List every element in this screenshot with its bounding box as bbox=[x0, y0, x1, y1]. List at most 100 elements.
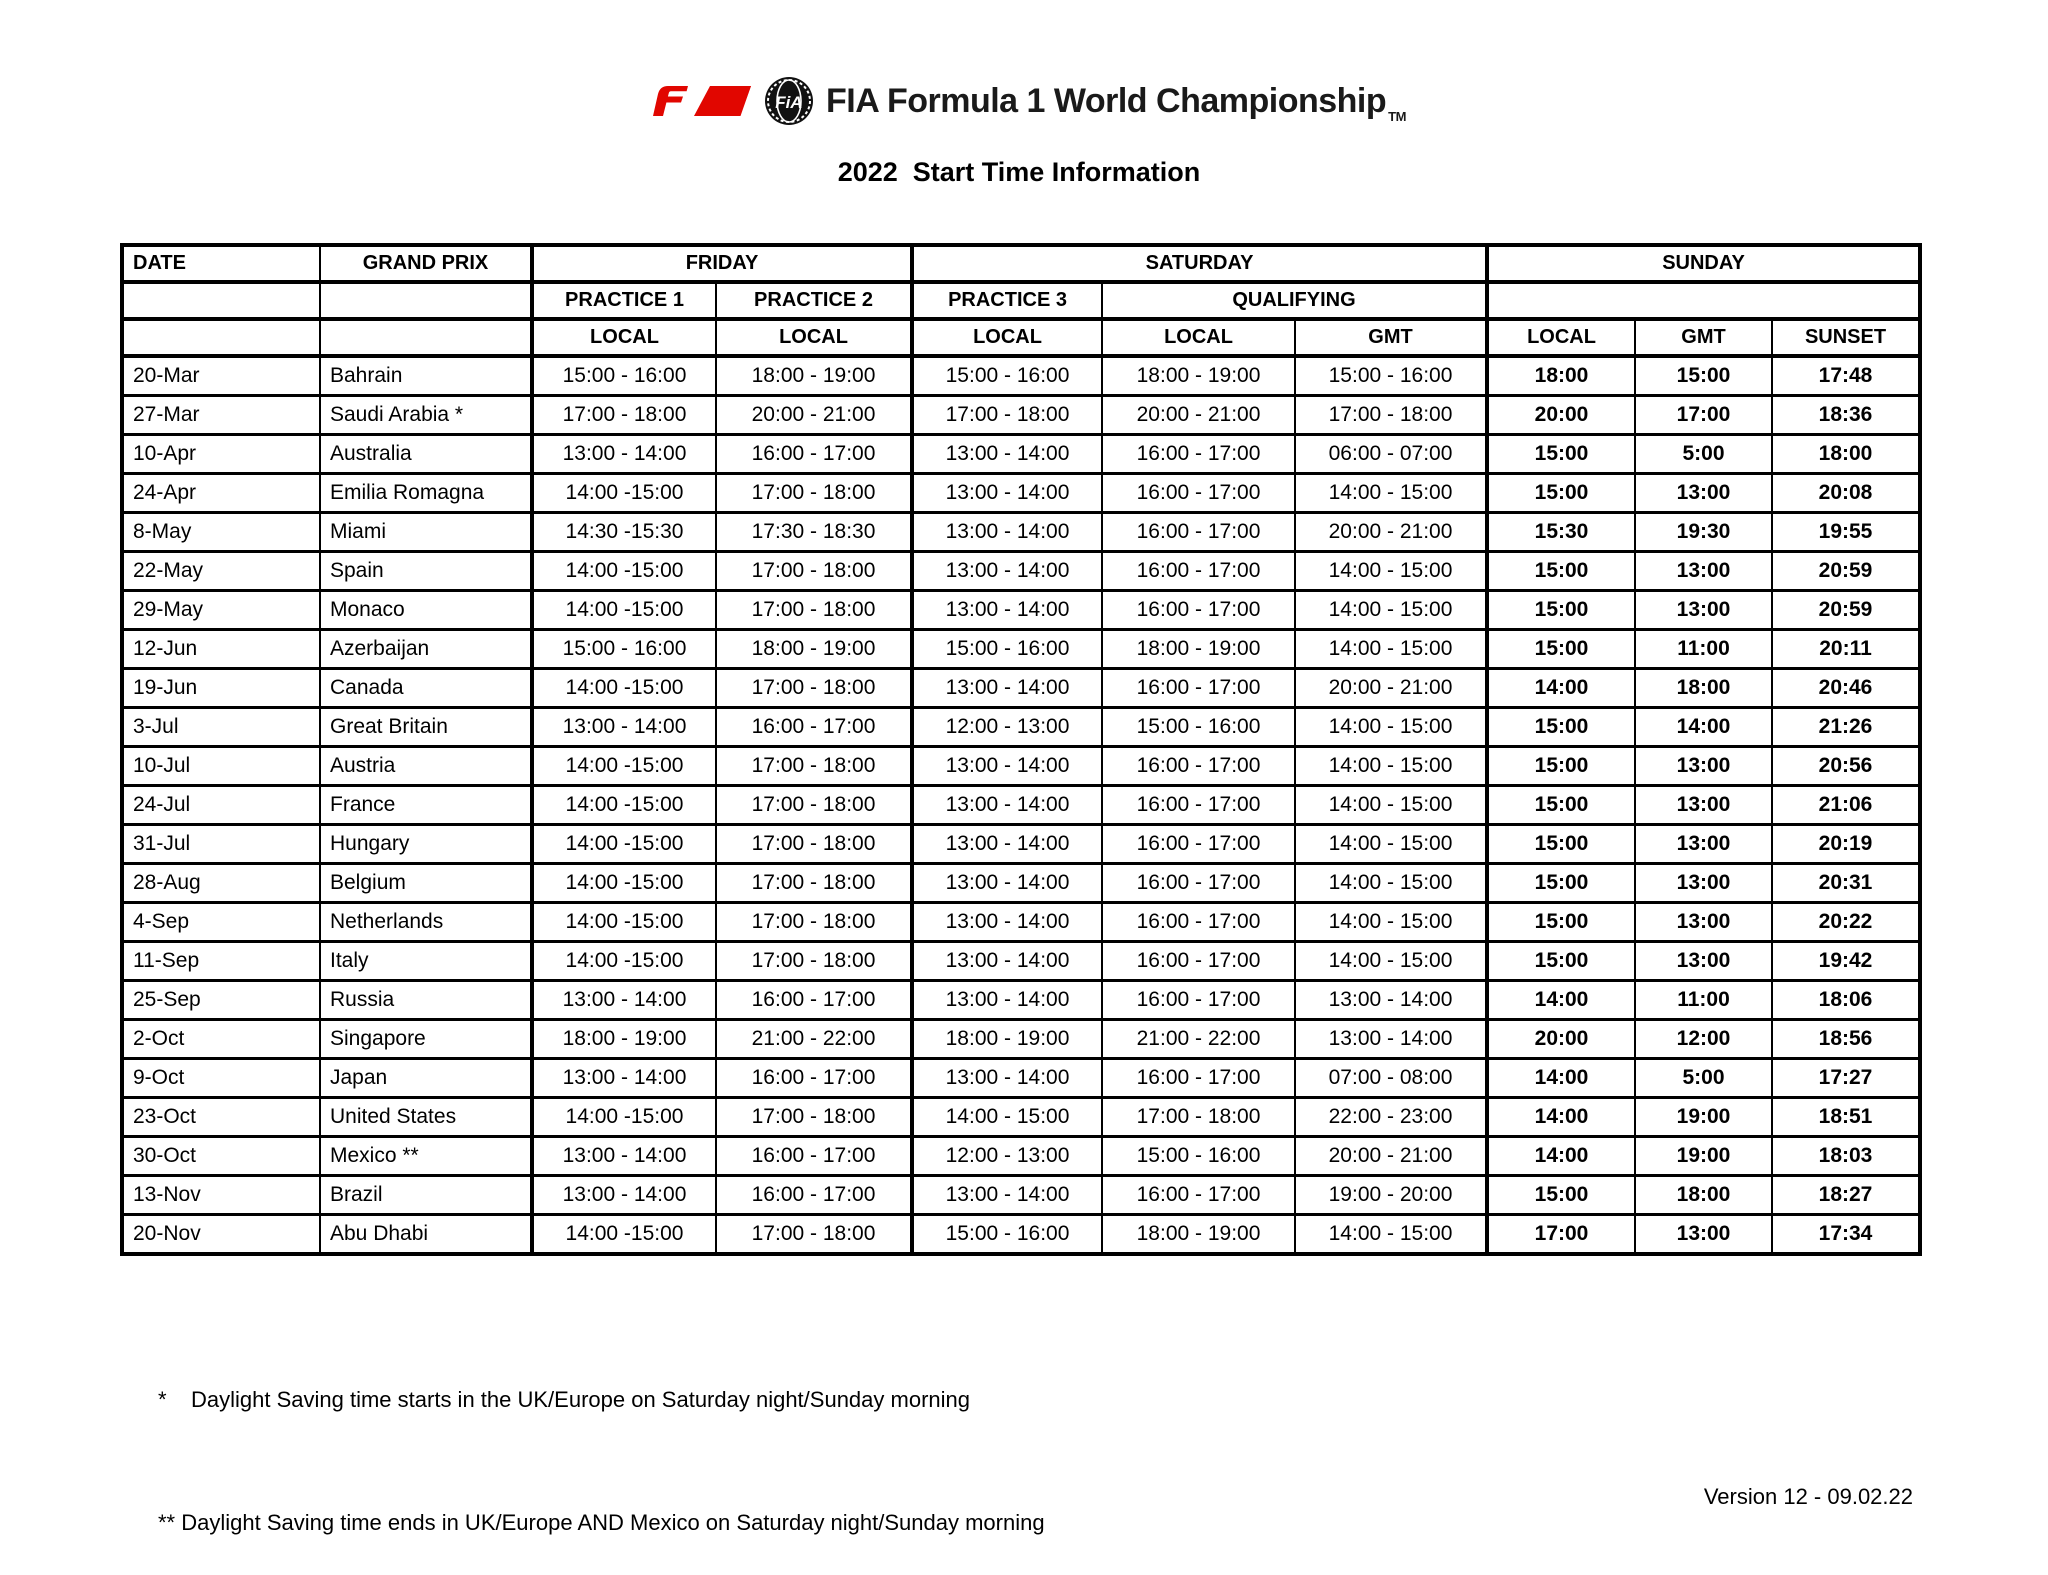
cell-race-gmt: 19:30 bbox=[1634, 511, 1774, 553]
cell-grand-prix: France bbox=[319, 784, 533, 826]
cell-p3-local: 13:00 - 14:00 bbox=[910, 589, 1104, 631]
cell-grand-prix: Great Britain bbox=[319, 706, 533, 748]
cell-p2-local: 17:00 - 18:00 bbox=[714, 589, 914, 631]
tz-header-quali-gmt: GMT bbox=[1294, 317, 1489, 358]
cell-p1-local: 14:00 -15:00 bbox=[530, 1213, 717, 1256]
cell-sunset: 21:26 bbox=[1771, 706, 1922, 748]
schedule-body: 20-Mar Bahrain 15:00 - 16:00 18:00 - 19:00 1… bbox=[121, 354, 1922, 1256]
cell-quali-gmt: 14:00 - 15:00 bbox=[1294, 940, 1489, 982]
cell-race-local: 15:00 bbox=[1485, 784, 1637, 826]
fia-emblem-text: FiA bbox=[775, 93, 802, 112]
page-title: 2022 Start Time Information bbox=[837, 157, 1201, 187]
cell-date: 19-Jun bbox=[121, 667, 321, 709]
cell-p1-local: 13:00 - 14:00 bbox=[530, 1057, 717, 1099]
cell-p3-local: 13:00 - 14:00 bbox=[910, 511, 1104, 553]
cell-date: 27-Mar bbox=[121, 394, 321, 436]
cell-quali-local: 16:00 - 17:00 bbox=[1101, 472, 1297, 514]
cell-quali-gmt: 14:00 - 15:00 bbox=[1294, 862, 1489, 904]
cell-quali-local: 15:00 - 16:00 bbox=[1101, 706, 1297, 748]
cell-grand-prix: Miami bbox=[319, 511, 533, 553]
cell-race-gmt: 18:00 bbox=[1634, 1174, 1774, 1216]
cell-sunset: 18:06 bbox=[1771, 979, 1922, 1021]
cell-quali-gmt: 14:00 - 15:00 bbox=[1294, 745, 1489, 787]
cell-p1-local: 14:00 -15:00 bbox=[530, 550, 717, 592]
cell-date: 30-Oct bbox=[121, 1135, 321, 1177]
table-row: 19-Jun Canada 14:00 -15:00 17:00 - 18:00 13:… bbox=[121, 667, 1922, 709]
cell-p2-local: 21:00 - 22:00 bbox=[714, 1018, 914, 1060]
cell-p3-local: 18:00 - 19:00 bbox=[910, 1018, 1104, 1060]
cell-race-gmt: 5:00 bbox=[1634, 433, 1774, 475]
cell-race-local: 15:00 bbox=[1485, 745, 1637, 787]
cell-quali-local: 16:00 - 17:00 bbox=[1101, 940, 1297, 982]
cell-grand-prix: Spain bbox=[319, 550, 533, 592]
cell-p3-local: 12:00 - 13:00 bbox=[910, 1135, 1104, 1177]
cell-grand-prix: Austria bbox=[319, 745, 533, 787]
cell-race-local: 18:00 bbox=[1485, 354, 1637, 397]
cell-p3-local: 14:00 - 15:00 bbox=[910, 1096, 1104, 1138]
cell-grand-prix: Abu Dhabi bbox=[319, 1213, 533, 1256]
cell-sunset: 19:42 bbox=[1771, 940, 1922, 982]
table-row: 13-Nov Brazil 13:00 - 14:00 16:00 - 17:00 13… bbox=[121, 1174, 1922, 1216]
cell-p1-local: 13:00 - 14:00 bbox=[530, 706, 717, 748]
cell-race-local: 15:00 bbox=[1485, 628, 1637, 670]
col-header-sunday: SUNDAY bbox=[1485, 243, 1922, 284]
cell-race-gmt: 14:00 bbox=[1634, 706, 1774, 748]
col-header-practice-2: PRACTICE 2 bbox=[714, 280, 914, 321]
cell-quali-gmt: 20:00 - 21:00 bbox=[1294, 511, 1489, 553]
cell-date: 25-Sep bbox=[121, 979, 321, 1021]
cell-race-gmt: 13:00 bbox=[1634, 550, 1774, 592]
cell-p1-local: 14:00 -15:00 bbox=[530, 823, 717, 865]
cell-quali-local: 16:00 - 17:00 bbox=[1101, 511, 1297, 553]
cell-quali-local: 16:00 - 17:00 bbox=[1101, 433, 1297, 475]
cell-date: 10-Jul bbox=[121, 745, 321, 787]
cell-p2-local: 17:00 - 18:00 bbox=[714, 1213, 914, 1256]
cell-p3-local: 13:00 - 14:00 bbox=[910, 784, 1104, 826]
cell-p2-local: 18:00 - 19:00 bbox=[714, 354, 914, 397]
cell-race-gmt: 13:00 bbox=[1634, 589, 1774, 631]
cell-p2-local: 16:00 - 17:00 bbox=[714, 1174, 914, 1216]
cell-p2-local: 17:00 - 18:00 bbox=[714, 745, 914, 787]
cell-grand-prix: Singapore bbox=[319, 1018, 533, 1060]
cell-grand-prix: Mexico ** bbox=[319, 1135, 533, 1177]
cell-p1-local: 13:00 - 14:00 bbox=[530, 1174, 717, 1216]
cell-grand-prix: Belgium bbox=[319, 862, 533, 904]
table-row: 28-Aug Belgium 14:00 -15:00 17:00 - 18:00 13… bbox=[121, 862, 1922, 904]
cell-p1-local: 14:00 -15:00 bbox=[530, 667, 717, 709]
cell-sunset: 20:59 bbox=[1771, 550, 1922, 592]
cell-p3-local: 13:00 - 14:00 bbox=[910, 550, 1104, 592]
cell-race-local: 14:00 bbox=[1485, 667, 1637, 709]
cell-race-gmt: 13:00 bbox=[1634, 862, 1774, 904]
cell-sunset: 20:59 bbox=[1771, 589, 1922, 631]
table-row: 8-May Miami 14:30 -15:30 17:30 - 18:30 13:00… bbox=[121, 511, 1922, 553]
cell-quali-local: 16:00 - 17:00 bbox=[1101, 901, 1297, 943]
championship-title: FIA Formula 1 World Championship TM bbox=[826, 82, 1406, 124]
cell-p2-local: 16:00 - 17:00 bbox=[714, 706, 914, 748]
cell-sunset: 18:36 bbox=[1771, 394, 1922, 436]
col-header-friday: FRIDAY bbox=[529, 243, 914, 284]
cell-p1-local: 14:30 -15:30 bbox=[530, 511, 717, 553]
table-row: 31-Jul Hungary 14:00 -15:00 17:00 - 18:00 13… bbox=[121, 823, 1922, 865]
cell-race-gmt: 17:00 bbox=[1634, 394, 1774, 436]
table-row: 24-Apr Emilia Romagna 14:00 -15:00 17:00 - … bbox=[121, 472, 1922, 514]
table-row: 10-Jul Austria 14:00 -15:00 17:00 - 18:00 13… bbox=[121, 745, 1922, 787]
cell-grand-prix: Netherlands bbox=[319, 901, 533, 943]
tz-header-quali-local: LOCAL bbox=[1101, 317, 1297, 358]
cell-p1-local: 14:00 -15:00 bbox=[530, 589, 717, 631]
cell-quali-gmt: 20:00 - 21:00 bbox=[1294, 1135, 1489, 1177]
table-row: 9-Oct Japan 13:00 - 14:00 16:00 - 17:00 13:0… bbox=[121, 1057, 1922, 1099]
cell-p1-local: 14:00 -15:00 bbox=[530, 1096, 717, 1138]
cell-quali-gmt: 14:00 - 15:00 bbox=[1294, 628, 1489, 670]
cell-grand-prix: Azerbaijan bbox=[319, 628, 533, 670]
cell-p2-local: 17:30 - 18:30 bbox=[714, 511, 914, 553]
cell-date: 4-Sep bbox=[121, 901, 321, 943]
cell-quali-local: 16:00 - 17:00 bbox=[1101, 823, 1297, 865]
col-header-practice-1: PRACTICE 1 bbox=[530, 280, 717, 321]
table-row: 3-Jul Great Britain 13:00 - 14:00 16:00 - 1… bbox=[121, 706, 1922, 748]
cell-quali-gmt: 07:00 - 08:00 bbox=[1294, 1057, 1489, 1099]
empty-cell bbox=[121, 280, 321, 321]
empty-cell bbox=[121, 317, 321, 358]
cell-p3-local: 13:00 - 14:00 bbox=[910, 745, 1104, 787]
cell-p3-local: 15:00 - 16:00 bbox=[910, 354, 1104, 397]
cell-race-gmt: 13:00 bbox=[1634, 745, 1774, 787]
